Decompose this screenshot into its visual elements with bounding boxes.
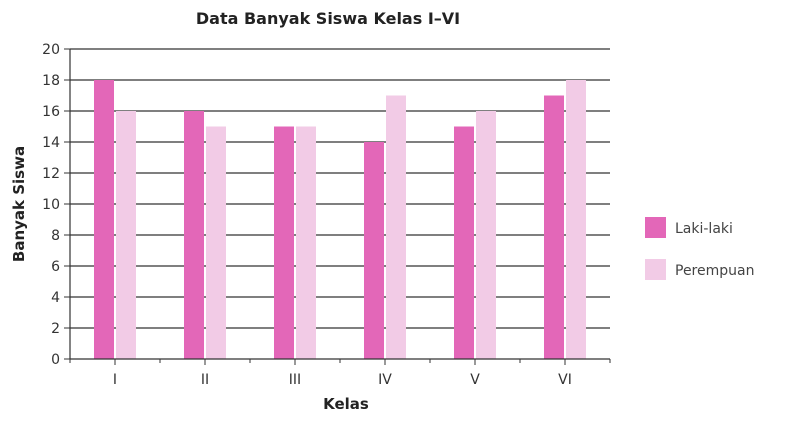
y-tick-label: 2 bbox=[51, 321, 60, 337]
y-tick-label: 12 bbox=[42, 166, 60, 182]
bars bbox=[94, 80, 586, 359]
x-tick-label: III bbox=[289, 372, 301, 388]
legend-swatch-perempuan bbox=[645, 259, 666, 280]
x-tick-label: VI bbox=[558, 372, 572, 388]
bar-perempuan-ii bbox=[206, 126, 226, 359]
y-tick-label: 14 bbox=[42, 135, 60, 151]
legend: Laki-laki Perempuan bbox=[645, 217, 754, 280]
bar-perempuan-v bbox=[476, 111, 496, 359]
x-tick-label: V bbox=[470, 372, 480, 388]
x-tick-label: I bbox=[113, 372, 117, 388]
bar-laki-laki-i bbox=[94, 80, 114, 359]
bar-laki-laki-iii bbox=[274, 126, 294, 359]
legend-swatch-laki-laki bbox=[645, 217, 666, 238]
y-tick-label: 18 bbox=[42, 73, 60, 89]
x-tick-labels: I II III IV V VI bbox=[113, 372, 572, 388]
bar-laki-laki-iv bbox=[364, 142, 384, 359]
bar-laki-laki-ii bbox=[184, 111, 204, 359]
y-tick-label: 6 bbox=[51, 259, 60, 275]
y-tick-label: 4 bbox=[51, 290, 60, 306]
x-tick-label: II bbox=[201, 372, 209, 388]
x-tick-label: IV bbox=[378, 372, 392, 388]
y-tick-label: 10 bbox=[42, 197, 60, 213]
bar-perempuan-iii bbox=[296, 126, 316, 359]
legend-label: Laki-laki bbox=[675, 221, 733, 237]
bar-laki-laki-v bbox=[454, 126, 474, 359]
y-tick-label: 16 bbox=[42, 104, 60, 120]
gridlines bbox=[70, 48, 610, 329]
bar-perempuan-i bbox=[116, 111, 136, 359]
chart-title: Data Banyak Siswa Kelas I–VI bbox=[196, 9, 460, 28]
bar-perempuan-vi bbox=[566, 80, 586, 359]
legend-label: Perempuan bbox=[675, 263, 754, 279]
bar-laki-laki-vi bbox=[544, 95, 564, 359]
y-axis-label: Banyak Siswa bbox=[10, 146, 28, 262]
y-tick-label: 8 bbox=[51, 228, 60, 244]
axes bbox=[64, 48, 611, 365]
x-axis-label: Kelas bbox=[323, 395, 369, 413]
y-tick-label: 0 bbox=[51, 352, 60, 368]
y-tick-label: 20 bbox=[42, 42, 60, 58]
y-tick-labels: 0 2 4 6 8 10 12 14 16 18 20 bbox=[42, 42, 60, 368]
bar-perempuan-iv bbox=[386, 95, 406, 359]
